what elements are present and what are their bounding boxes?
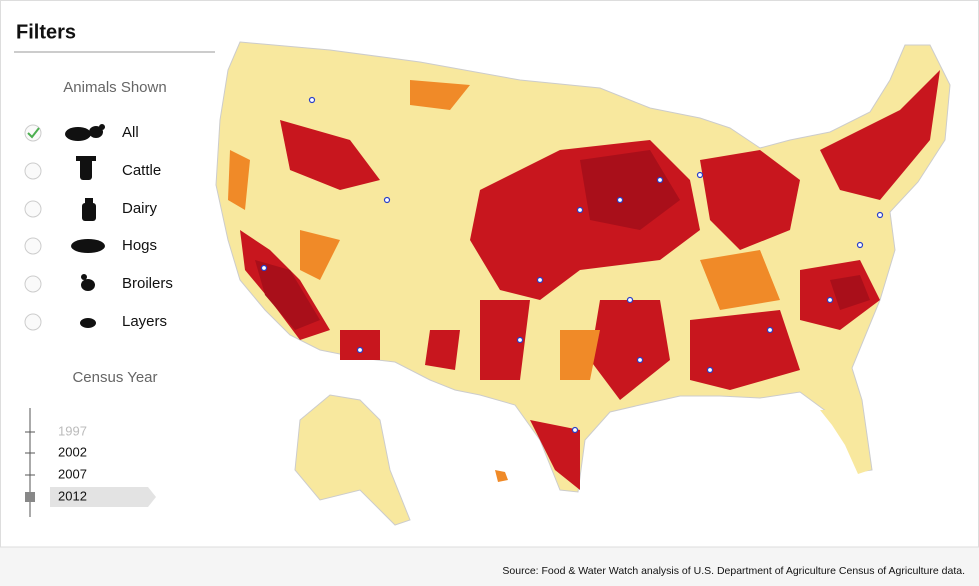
filters-title: Filters: [16, 21, 76, 43]
facility-dots: [260, 96, 884, 434]
census-heading: Census Year: [72, 369, 157, 386]
dot: [308, 96, 316, 104]
radio-button[interactable]: [24, 200, 42, 218]
dot: [616, 196, 624, 204]
dot: [826, 296, 834, 304]
blob: [700, 250, 780, 310]
animal-icons: [65, 124, 105, 328]
broilers-icon: [81, 274, 95, 291]
hogs-icon: [71, 239, 105, 253]
medium-density: [228, 80, 780, 380]
dot: [766, 326, 774, 334]
blob: [255, 260, 320, 330]
source-note: Source: Food & Water Watch analysis of U…: [502, 565, 965, 577]
blob: [340, 330, 380, 360]
dot: [356, 346, 364, 354]
footer-bar: [0, 547, 979, 586]
layers-icon: [80, 318, 96, 328]
slider-handle[interactable]: [25, 492, 35, 502]
all-icon: [65, 124, 105, 141]
dairy-icon: [82, 198, 96, 221]
dot: [576, 206, 584, 214]
dot: [626, 296, 634, 304]
blob: [820, 70, 940, 200]
hawaii: [495, 470, 508, 482]
checkmark: [27, 127, 40, 139]
dot: [516, 336, 524, 344]
year-option-label[interactable]: 2002: [58, 444, 87, 459]
florida: [820, 410, 870, 474]
us-map: [215, 41, 951, 526]
animals-heading: Animals Shown: [63, 79, 166, 96]
dot: [856, 241, 864, 249]
blob: [590, 300, 670, 400]
blob: [425, 330, 460, 370]
year-option-label: 1997: [58, 423, 87, 438]
blob: [830, 275, 870, 310]
radio-button[interactable]: [24, 162, 42, 180]
radio-button[interactable]: [24, 124, 42, 142]
blob: [480, 300, 530, 380]
year-option-label[interactable]: 2012: [58, 488, 87, 503]
animal-option-label[interactable]: Dairy: [122, 200, 158, 217]
blob: [228, 150, 250, 210]
dot: [706, 366, 714, 374]
radio-button[interactable]: [24, 275, 42, 293]
blob: [300, 230, 340, 280]
blob: [280, 120, 380, 190]
blob: [560, 330, 600, 380]
radio-button[interactable]: [24, 313, 42, 331]
dot: [260, 264, 268, 272]
blob: [700, 150, 800, 250]
year-option-label[interactable]: 2007: [58, 466, 87, 481]
dot: [636, 356, 644, 364]
radio-button[interactable]: [24, 237, 42, 255]
very-high-density: [255, 150, 870, 330]
animal-option-label[interactable]: Broilers: [122, 275, 173, 292]
animal-option-label[interactable]: All: [122, 124, 139, 141]
selected-year-highlight: [50, 487, 156, 507]
dot: [656, 176, 664, 184]
blob: [410, 80, 470, 110]
animal-option-label[interactable]: Cattle: [122, 162, 161, 179]
alaska: [294, 394, 411, 526]
blob: [580, 150, 680, 230]
blob: [530, 420, 580, 490]
dot: [536, 276, 544, 284]
animal-option-label[interactable]: Layers: [122, 313, 167, 330]
dot: [696, 171, 704, 179]
dot: [571, 426, 579, 434]
animal-option-label[interactable]: Hogs: [122, 237, 157, 254]
dot: [876, 211, 884, 219]
dot: [383, 196, 391, 204]
cattle-icon: [76, 156, 96, 180]
